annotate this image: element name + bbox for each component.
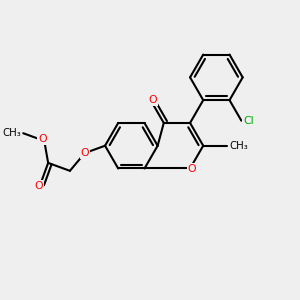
Text: Cl: Cl	[243, 116, 254, 126]
Text: CH₃: CH₃	[229, 141, 248, 151]
Text: O: O	[80, 148, 89, 158]
Text: O: O	[38, 134, 47, 145]
Text: CH₃: CH₃	[2, 128, 21, 138]
Text: O: O	[188, 164, 196, 174]
Text: O: O	[149, 95, 158, 105]
Text: O: O	[35, 181, 44, 191]
